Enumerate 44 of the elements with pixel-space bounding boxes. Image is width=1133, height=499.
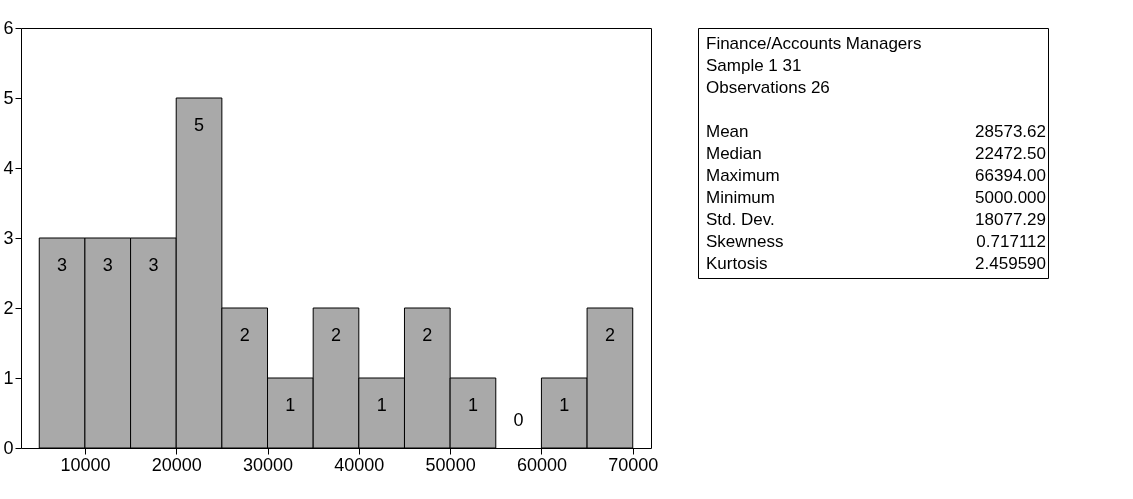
- x-tick-label: 60000: [516, 454, 567, 475]
- text: 66394.00: [975, 166, 1046, 185]
- data-label: 1: [559, 395, 570, 415]
- text: Median: [706, 144, 762, 163]
- text: Sample 1 31: [706, 56, 802, 75]
- y-tick-label: 2: [3, 297, 14, 318]
- y-tick-label: 5: [3, 87, 14, 108]
- y-tick-label: 1: [3, 367, 14, 388]
- x-tick-label: 20000: [151, 454, 202, 475]
- text: Skewness: [706, 232, 784, 251]
- x-tick-label: 50000: [425, 454, 476, 475]
- data-label: 0: [513, 410, 524, 430]
- text: 28573.62: [975, 122, 1046, 141]
- text: Minimum: [706, 188, 775, 207]
- data-label: 1: [376, 395, 387, 415]
- text: 2.459590: [975, 254, 1046, 273]
- data-label: 1: [285, 395, 296, 415]
- y-tick-label: 3: [3, 227, 14, 248]
- data-label: 3: [57, 255, 68, 275]
- text: Observations 26: [706, 78, 830, 97]
- x-tick-label: 10000: [60, 454, 111, 475]
- text: Std. Dev.: [706, 210, 775, 229]
- x-tick-label: 30000: [242, 454, 294, 475]
- y-tick-label: 6: [3, 17, 14, 38]
- data-label: 2: [330, 325, 342, 345]
- text: 5000.000: [975, 188, 1046, 207]
- text: 22472.50: [975, 144, 1046, 163]
- data-label: 3: [102, 255, 113, 275]
- text: Finance/Accounts Managers: [706, 34, 922, 53]
- data-label: 1: [467, 395, 478, 415]
- x-tick-label: 70000: [608, 454, 659, 475]
- text: Maximum: [706, 166, 780, 185]
- data-label: 5: [194, 115, 205, 135]
- text: 0.717112: [976, 232, 1046, 251]
- y-tick-label: 4: [3, 157, 14, 178]
- data-label: 3: [148, 255, 159, 275]
- data-label: 2: [422, 325, 433, 345]
- data-label: 2: [604, 325, 615, 345]
- data-label: 2: [239, 325, 250, 345]
- text: 18077.29: [975, 210, 1046, 229]
- text: Kurtosis: [706, 254, 768, 273]
- y-tick-label: 0: [3, 437, 14, 458]
- x-tick-label: 40000: [334, 454, 385, 475]
- text: Mean: [706, 122, 749, 141]
